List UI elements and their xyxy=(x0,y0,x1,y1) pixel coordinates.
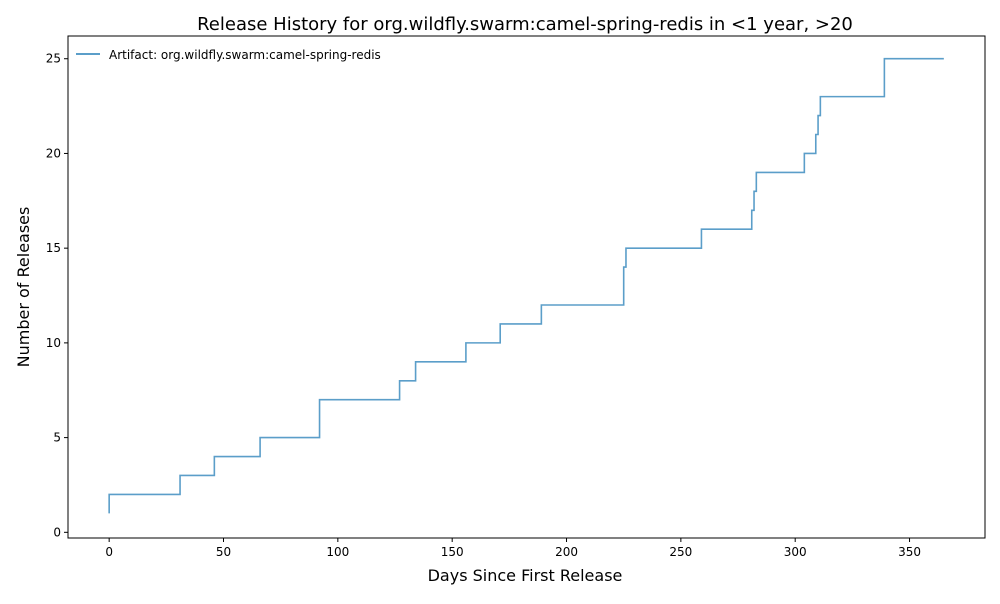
plot-area xyxy=(108,57,944,514)
y-tick-label: 25 xyxy=(46,52,61,66)
y-tick-label: 5 xyxy=(53,431,61,445)
y-tick-label: 10 xyxy=(46,336,61,350)
y-tick-label: 15 xyxy=(46,241,61,255)
x-tick-label: 300 xyxy=(784,545,807,559)
x-tick-label: 200 xyxy=(555,545,578,559)
x-tick-label: 0 xyxy=(105,545,113,559)
x-tick-label: 50 xyxy=(216,545,231,559)
legend: Artifact: org.wildfly.swarm:camel-spring… xyxy=(76,48,381,62)
x-tick-label: 250 xyxy=(669,545,692,559)
series-step-line xyxy=(108,57,944,514)
x-tick-label: 100 xyxy=(326,545,349,559)
chart-title: Release History for org.wildfly.swarm:ca… xyxy=(197,14,853,35)
plot-frame xyxy=(67,35,986,539)
y-tick-label: 20 xyxy=(46,146,61,160)
x-axis-label: Days Since First Release xyxy=(428,566,623,585)
y-tick-label: 0 xyxy=(53,525,61,539)
x-axis-ticks: 0 50 100 150 200 250 300 350 xyxy=(105,538,921,559)
legend-label: Artifact: org.wildfly.swarm:camel-spring… xyxy=(109,48,381,62)
x-tick-label: 350 xyxy=(898,545,921,559)
x-tick-label: 150 xyxy=(441,545,464,559)
y-axis-ticks: 0 5 10 15 20 25 xyxy=(46,52,68,539)
y-axis-label: Number of Releases xyxy=(14,207,33,368)
